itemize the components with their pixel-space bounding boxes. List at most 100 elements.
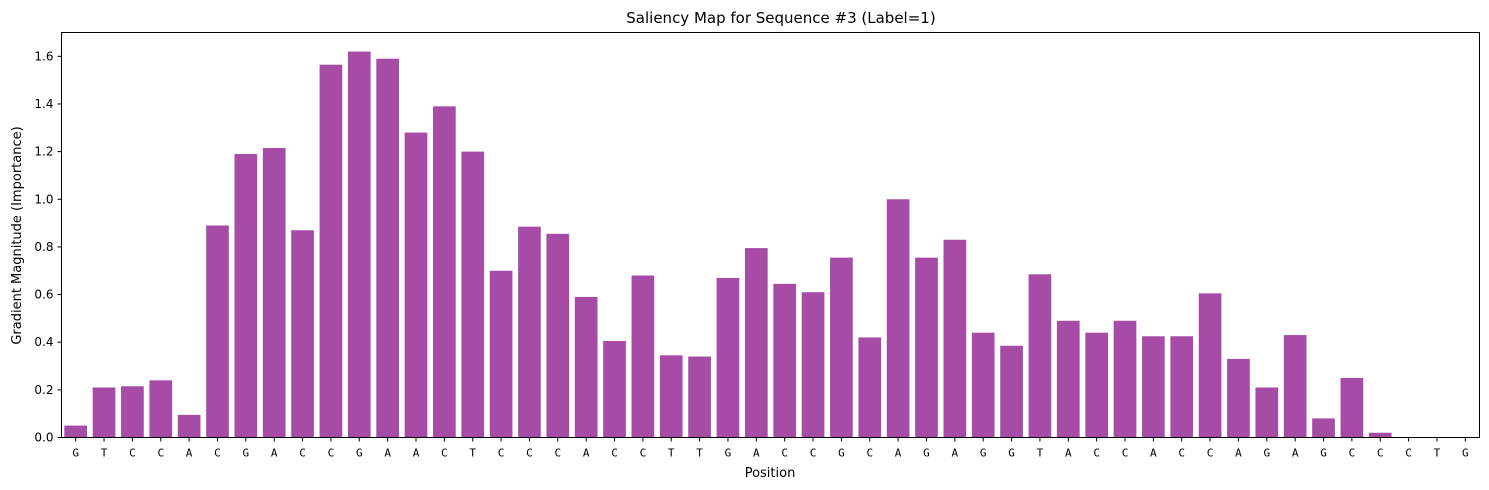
x-tick-label-3: C [157, 447, 164, 460]
x-tick-label-37: C [1122, 447, 1129, 460]
x-axis-label: Position [745, 466, 796, 481]
x-tick-label-6: G [243, 447, 250, 460]
y-axis: 0.0 0.2 0.4 0.6 0.8 1.0 1.2 1.4 1.6 [34, 49, 62, 445]
x-tick-label-32: G [980, 447, 987, 460]
x-tick-label-22: T [696, 447, 703, 460]
y-tick-label-1: 0.2 [34, 383, 53, 397]
x-tick-label-25: C [781, 447, 788, 460]
x-tick-label-35: A [1065, 447, 1072, 460]
bar-26 [801, 292, 825, 438]
x-tick-label-36: C [1093, 447, 1100, 460]
bar-29 [886, 199, 910, 438]
bar-8 [291, 230, 314, 438]
bar-4 [177, 414, 201, 438]
bar-39 [1170, 336, 1194, 438]
x-tick-label-18: A [583, 447, 590, 460]
x-tick-label-31: A [952, 447, 959, 460]
bar-23 [716, 277, 740, 438]
x-tick-label-49: G [1462, 447, 1469, 460]
bar-36 [1085, 332, 1108, 438]
bar-2 [121, 386, 144, 438]
x-tick-label-41: A [1235, 447, 1242, 460]
bar-35 [1056, 320, 1080, 438]
bar-22 [688, 356, 711, 438]
bar-15 [489, 270, 513, 438]
bar-27 [830, 257, 853, 438]
bar-30 [915, 257, 938, 438]
y-axis-label: Gradient Magnitude (Importance) [10, 126, 25, 344]
x-tick-label-48: T [1434, 447, 1441, 460]
x-tick-label-14: T [469, 447, 476, 460]
x-tick-label-21: T [668, 447, 675, 460]
x-tick-label-19: C [611, 447, 618, 460]
bar-14 [461, 151, 485, 438]
bar-9 [319, 64, 343, 438]
bar-44 [1312, 418, 1335, 438]
bar-45 [1340, 377, 1364, 438]
bar-31 [943, 239, 967, 438]
bar-43 [1283, 335, 1307, 438]
x-tick-label-8: C [299, 447, 306, 460]
x-tick-label-12: A [413, 447, 420, 460]
axes-frame [61, 32, 1480, 438]
bar-16 [518, 226, 541, 438]
y-tick-label-4: 0.8 [34, 240, 53, 254]
x-tick-label-45: C [1349, 447, 1356, 460]
y-tick-label-6: 1.2 [34, 145, 53, 159]
bar-46 [1368, 432, 1392, 438]
x-tick-label-38: A [1150, 447, 1157, 460]
bar-21 [659, 355, 683, 438]
bar-34 [1028, 274, 1052, 438]
bar-42 [1255, 387, 1279, 438]
bar-41 [1227, 358, 1250, 438]
x-tick-label-13: C [441, 447, 448, 460]
y-tick-label-8: 1.6 [34, 49, 53, 63]
x-tick-label-17: C [554, 447, 561, 460]
plot-area [64, 51, 1392, 438]
x-tick-label-29: A [895, 447, 902, 460]
bar-6 [234, 154, 258, 438]
bar-13 [433, 106, 456, 438]
x-tick-label-47: C [1405, 447, 1412, 460]
y-tick-label-7: 1.4 [34, 97, 53, 111]
x-tick-label-23: G [725, 447, 732, 460]
x-tick-label-1: T [101, 447, 108, 460]
x-tick-label-24: A [753, 447, 760, 460]
x-tick-label-44: G [1320, 447, 1327, 460]
x-tick-label-9: C [328, 447, 335, 460]
bar-0 [64, 425, 88, 438]
bar-18 [574, 296, 598, 438]
x-tick-label-46: C [1377, 447, 1384, 460]
bar-12 [404, 132, 428, 438]
x-tick-label-15: C [498, 447, 505, 460]
bar-32 [971, 332, 995, 438]
x-tick-label-5: C [214, 447, 221, 460]
x-tick-label-42: G [1263, 447, 1270, 460]
x-tick-label-4: A [186, 447, 193, 460]
bar-20 [631, 275, 655, 438]
x-tick-label-16: C [526, 447, 533, 460]
x-tick-label-7: A [271, 447, 278, 460]
x-tick-label-28: C [866, 447, 873, 460]
x-tick-label-27: G [838, 447, 845, 460]
y-tick-label-2: 0.4 [34, 335, 53, 349]
bar-25 [773, 283, 797, 438]
x-tick-label-34: T [1037, 447, 1044, 460]
x-tick-label-40: C [1207, 447, 1214, 460]
bar-37 [1113, 320, 1137, 438]
bar-11 [376, 58, 399, 438]
bar-7 [262, 148, 286, 438]
bar-24 [744, 248, 768, 438]
x-tick-label-10: G [356, 447, 363, 460]
x-tick-label-33: G [1008, 447, 1015, 460]
x-tick-label-2: C [129, 447, 136, 460]
x-tick-label-26: C [810, 447, 817, 460]
bar-19 [603, 341, 626, 438]
bar-3 [149, 380, 173, 438]
bar-28 [858, 337, 882, 438]
bar-10 [347, 51, 371, 438]
bar-38 [1142, 336, 1165, 438]
chart-title: Saliency Map for Sequence #3 (Label=1) [626, 9, 935, 27]
